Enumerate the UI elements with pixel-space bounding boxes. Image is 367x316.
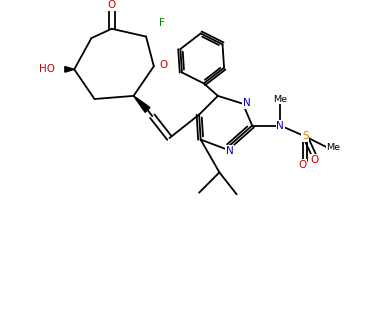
Text: O: O	[159, 60, 167, 70]
Polygon shape	[65, 67, 74, 72]
Text: N: N	[225, 146, 233, 155]
Text: F: F	[159, 17, 164, 27]
Text: N: N	[276, 120, 284, 131]
Text: O: O	[108, 0, 116, 10]
Text: O: O	[310, 155, 319, 165]
Text: HO: HO	[39, 64, 55, 74]
Text: Me: Me	[273, 94, 287, 104]
Text: O: O	[298, 160, 306, 170]
Text: S: S	[302, 131, 309, 142]
Text: Me: Me	[326, 143, 340, 152]
Polygon shape	[134, 96, 150, 112]
Text: N: N	[243, 98, 251, 108]
